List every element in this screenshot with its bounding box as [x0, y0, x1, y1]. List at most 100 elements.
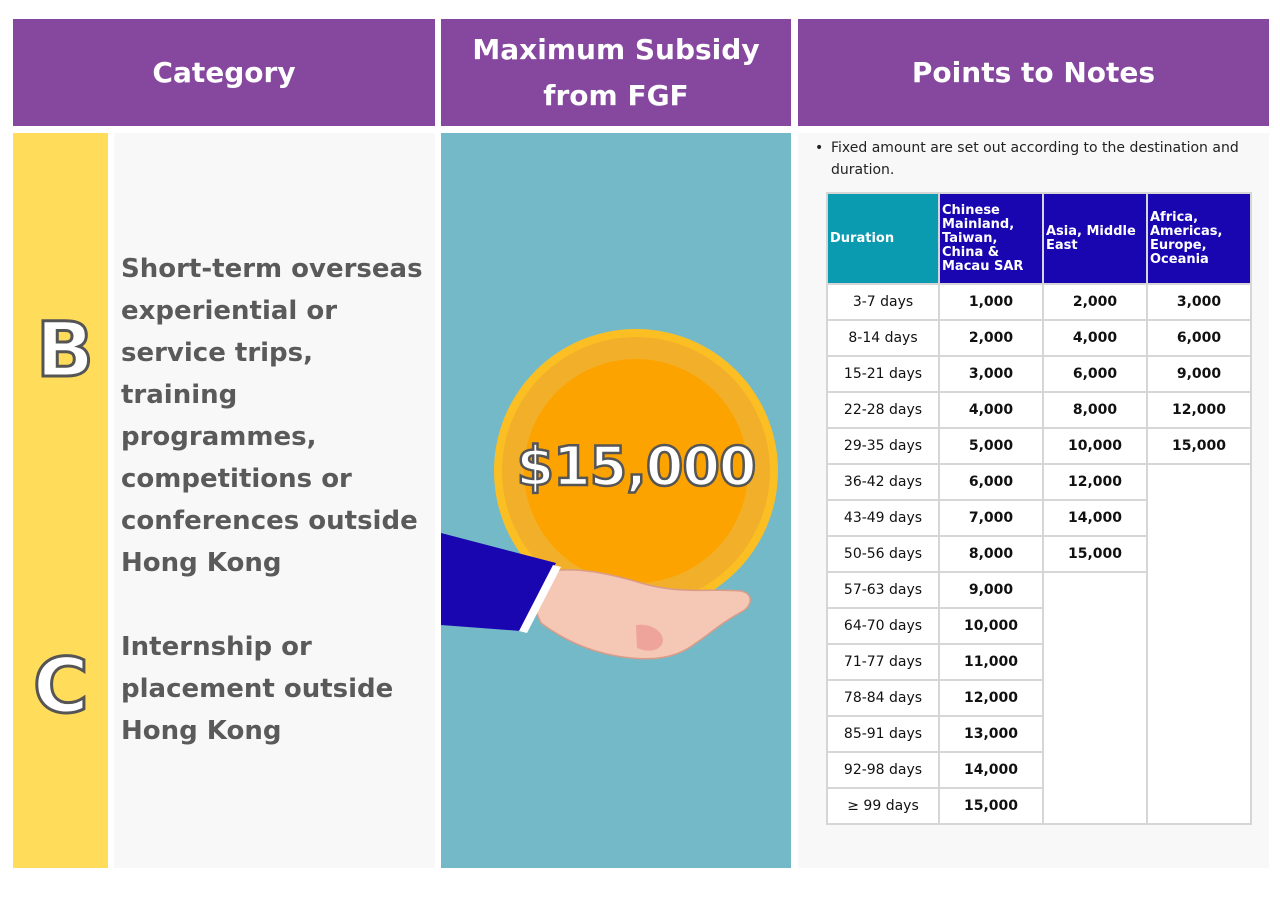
amount-cell: [1146, 572, 1252, 608]
notes-bullet-text: Fixed amount are set out according to th…: [831, 140, 1239, 178]
category-b-description: Short-term overseas experiential or serv…: [121, 254, 423, 578]
amount-cell: 12,000: [1042, 463, 1148, 501]
amount-cell: 4,000: [1042, 319, 1148, 357]
amount-cell: 11,000: [938, 643, 1044, 681]
amount-cell: 10,000: [938, 607, 1044, 645]
amount-cell: [1042, 788, 1148, 825]
table-row: 85-91 days 13,000: [826, 715, 1252, 753]
duration-cell: 85-91 days: [826, 715, 940, 753]
amount-cell: [1146, 680, 1252, 716]
notes-bullet-item: • Fixed amount are set out according to …: [815, 137, 1245, 181]
amount-cell: 4,000: [938, 391, 1044, 429]
category-letter-c: C: [32, 641, 91, 730]
amount-cell: 15,000: [938, 787, 1044, 825]
table-header-duration: Duration: [826, 192, 940, 285]
amount-cell: 14,000: [1042, 499, 1148, 537]
subsidy-rate-table: Duration Chinese Mainland, Taiwan, China…: [826, 192, 1252, 825]
duration-cell: 29-35 days: [826, 427, 940, 465]
subsidy-panel: [441, 133, 791, 868]
table-header-africa: Africa, Americas, Europe, Oceania: [1146, 192, 1252, 285]
amount-cell: 12,000: [1146, 391, 1252, 429]
amount-cell: 2,000: [938, 319, 1044, 357]
table-row: 22-28 days 4,000 8,000 12,000: [826, 391, 1252, 429]
table-row: 8-14 days 2,000 4,000 6,000: [826, 319, 1252, 357]
amount-cell: 9,000: [938, 571, 1044, 609]
duration-cell: 78-84 days: [826, 679, 940, 717]
notes-header: Points to Notes: [798, 19, 1269, 126]
amount-cell: 6,000: [1042, 355, 1148, 393]
duration-cell: ≥ 99 days: [826, 787, 940, 825]
notes-header-label: Points to Notes: [911, 55, 1156, 89]
amount-cell: [1146, 536, 1252, 572]
coin-icon: [494, 329, 778, 613]
amount-cell: [1042, 680, 1148, 716]
amount-cell: [1146, 716, 1252, 752]
table-row: 50-56 days 8,000 15,000: [826, 535, 1252, 573]
amount-cell: 8,000: [1042, 391, 1148, 429]
amount-cell: 3,000: [1146, 283, 1252, 321]
table-header-row: Duration Chinese Mainland, Taiwan, China…: [826, 192, 1252, 285]
category-letter-bar: [13, 133, 108, 868]
subsidy-header: Maximum Subsidy from FGF: [441, 19, 791, 126]
duration-cell: 15-21 days: [826, 355, 940, 393]
amount-cell: 1,000: [938, 283, 1044, 321]
amount-cell: 8,000: [938, 535, 1044, 573]
table-header-asia: Asia, Middle East: [1042, 192, 1148, 285]
amount-cell: 15,000: [1146, 427, 1252, 465]
amount-cell: 6,000: [1146, 319, 1252, 357]
table-row: 15-21 days 3,000 6,000 9,000: [826, 355, 1252, 393]
amount-cell: [1042, 608, 1148, 644]
amount-cell: 6,000: [938, 463, 1044, 501]
table-row: 36-42 days 6,000 12,000: [826, 463, 1252, 501]
subsidy-header-label: Maximum Subsidy from FGF: [472, 32, 760, 112]
category-header-label: Category: [152, 55, 296, 89]
duration-cell: 71-77 days: [826, 643, 940, 681]
amount-cell: [1042, 644, 1148, 680]
table-row: 71-77 days 11,000: [826, 643, 1252, 681]
duration-cell: 64-70 days: [826, 607, 940, 645]
duration-cell: 8-14 days: [826, 319, 940, 357]
duration-cell: 50-56 days: [826, 535, 940, 573]
table-row: 29-35 days 5,000 10,000 15,000: [826, 427, 1252, 465]
table-row: 43-49 days 7,000 14,000: [826, 499, 1252, 537]
amount-cell: 10,000: [1042, 427, 1148, 465]
table-row: 92-98 days 14,000: [826, 751, 1252, 789]
table-row: 57-63 days 9,000: [826, 571, 1252, 609]
category-letter-b: B: [35, 305, 96, 394]
amount-cell: 7,000: [938, 499, 1044, 537]
duration-cell: 43-49 days: [826, 499, 940, 537]
amount-cell: [1146, 608, 1252, 644]
amount-cell: [1146, 644, 1252, 680]
category-c-description: Internship or placement outside Hong Kon…: [121, 632, 394, 746]
amount-cell: [1146, 788, 1252, 825]
bullet-icon: •: [815, 140, 824, 156]
amount-cell: 15,000: [1042, 535, 1148, 573]
amount-cell: 9,000: [1146, 355, 1252, 393]
amount-cell: 5,000: [938, 427, 1044, 465]
amount-cell: [1042, 752, 1148, 788]
amount-cell: [1146, 752, 1252, 788]
amount-cell: [1042, 716, 1148, 752]
category-header: Category: [13, 19, 435, 126]
amount-cell: [1146, 463, 1252, 500]
amount-cell: 2,000: [1042, 283, 1148, 321]
subsidy-amount: $15,000: [515, 434, 757, 500]
duration-cell: 36-42 days: [826, 463, 940, 501]
table-row: ≥ 99 days 15,000: [826, 787, 1252, 825]
amount-cell: 14,000: [938, 751, 1044, 789]
duration-cell: 92-98 days: [826, 751, 940, 789]
amount-cell: [1042, 571, 1148, 608]
table-row: 78-84 days 12,000: [826, 679, 1252, 717]
table-row: 64-70 days 10,000: [826, 607, 1252, 645]
duration-cell: 22-28 days: [826, 391, 940, 429]
table-header-mainland: Chinese Mainland, Taiwan, China & Macau …: [938, 192, 1044, 285]
amount-cell: 3,000: [938, 355, 1044, 393]
table-row: 3-7 days 1,000 2,000 3,000: [826, 283, 1252, 321]
amount-cell: 12,000: [938, 679, 1044, 717]
amount-cell: [1146, 500, 1252, 536]
amount-cell: 13,000: [938, 715, 1044, 753]
hand-icon: [441, 533, 751, 660]
duration-cell: 57-63 days: [826, 571, 940, 609]
category-panel: [114, 133, 435, 868]
duration-cell: 3-7 days: [826, 283, 940, 321]
